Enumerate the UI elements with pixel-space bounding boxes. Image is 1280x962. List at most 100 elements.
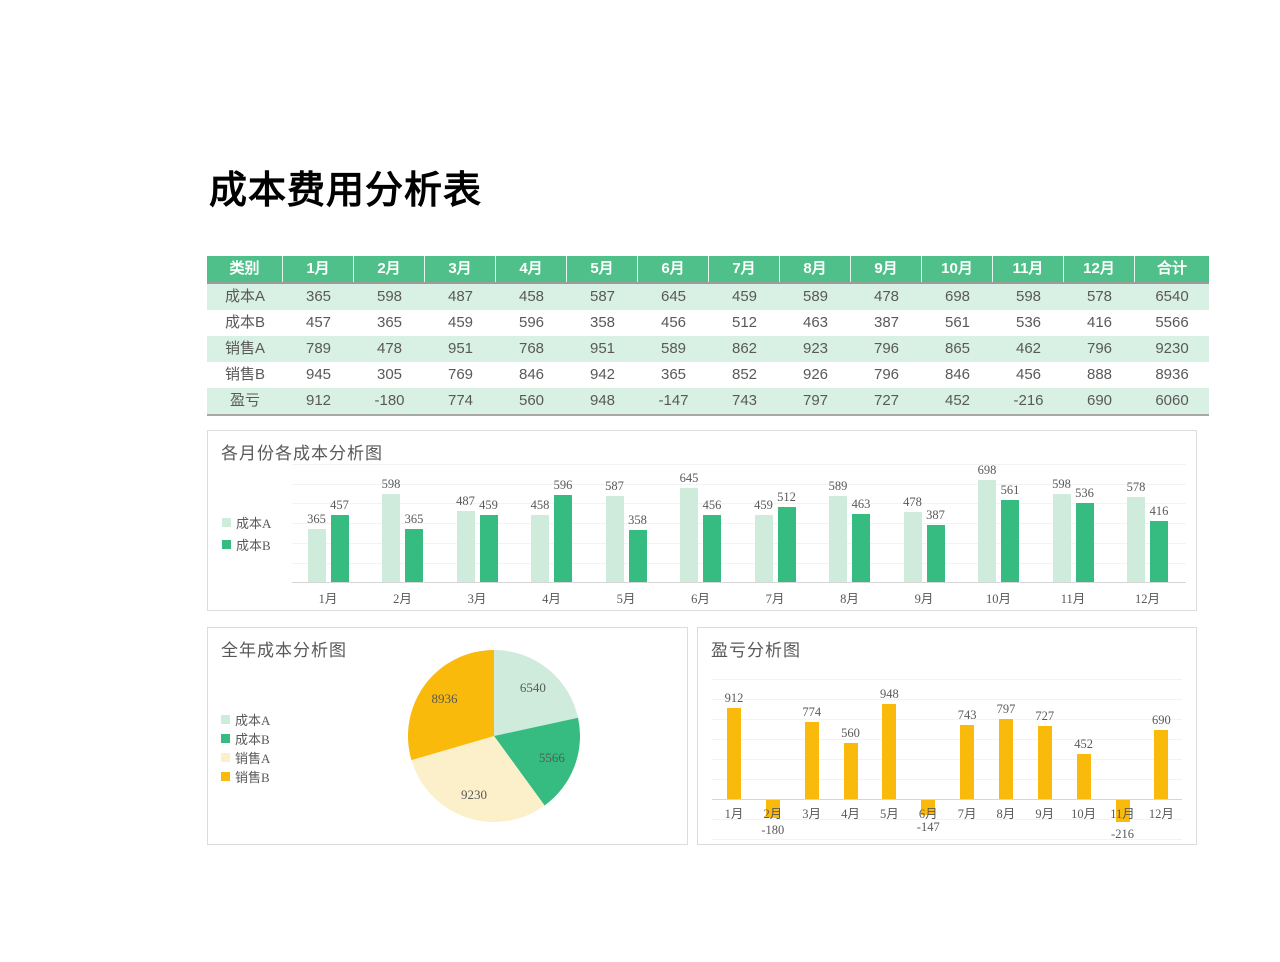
table-cell[interactable]: 888: [1086, 366, 1113, 383]
table-cell[interactable]: -216: [1013, 392, 1044, 409]
legend-item-成本A[interactable]: 成本A: [221, 712, 270, 728]
table-cell[interactable]: 589: [802, 288, 829, 305]
table-header-cell[interactable]: 类别: [207, 256, 283, 282]
profit-loss-chart[interactable]: 盈亏分析图 912 1月 -180 2月 774 3月 560 4月 948 5月 -147 6月 74…: [697, 627, 1197, 845]
table-cell[interactable]: 912: [305, 392, 332, 409]
table-cell[interactable]: 589: [660, 340, 687, 357]
table-cell[interactable]: 769: [447, 366, 474, 383]
table-cell[interactable]: 865: [944, 340, 971, 357]
table-cell[interactable]: 365: [376, 314, 403, 331]
bar-成本A-10月[interactable]: [978, 480, 996, 582]
bar-盈亏-3月[interactable]: [804, 722, 819, 799]
bar-成本A-8月[interactable]: [829, 496, 847, 582]
legend-item-成本A[interactable]: 成本A: [222, 515, 271, 531]
table-header-cell[interactable]: 5月: [567, 256, 638, 282]
table-cell[interactable]: 945: [305, 366, 332, 383]
bar-成本B-11月[interactable]: [1075, 503, 1094, 582]
bar-成本A-11月[interactable]: [1052, 494, 1071, 582]
table-header-cell[interactable]: 合计: [1156, 260, 1187, 277]
bar-成本B-12月[interactable]: [1150, 521, 1168, 582]
table-row-label[interactable]: 成本A: [224, 288, 265, 305]
table-header-cell[interactable]: 11月: [993, 256, 1064, 282]
table-cell[interactable]: 6540: [1155, 288, 1189, 305]
bar-成本A-2月[interactable]: [382, 494, 400, 582]
table-cell[interactable]: 463: [802, 314, 829, 331]
table-header-cell[interactable]: 4月: [496, 256, 567, 282]
table-cell[interactable]: 698: [944, 288, 971, 305]
bar-盈亏-7月[interactable]: [960, 725, 975, 799]
table-cell[interactable]: 743: [731, 392, 758, 409]
legend-item-销售A[interactable]: 销售A: [221, 750, 270, 766]
table-row-label[interactable]: 销售A: [224, 340, 265, 357]
table-cell[interactable]: 365: [660, 366, 687, 383]
table-cell[interactable]: 774: [447, 392, 474, 409]
bar-成本A-4月[interactable]: [531, 515, 549, 582]
bar-成本B-8月[interactable]: [852, 514, 870, 582]
table-cell[interactable]: 796: [873, 366, 900, 383]
bar-成本A-12月[interactable]: [1127, 497, 1145, 582]
pie-slice-成本A[interactable]: [494, 650, 579, 736]
table-cell[interactable]: 458: [518, 288, 545, 305]
table-cell[interactable]: 456: [660, 314, 687, 331]
bar-成本B-5月[interactable]: [628, 530, 647, 582]
pie-slice-成本B[interactable]: [494, 717, 580, 806]
table-cell[interactable]: 587: [589, 288, 616, 305]
table-cell[interactable]: 536: [1015, 314, 1042, 331]
bar-成本A-3月[interactable]: [456, 511, 475, 582]
table-cell[interactable]: 846: [944, 366, 971, 383]
table-cell[interactable]: 598: [1015, 288, 1042, 305]
table-header-cell[interactable]: 2月: [354, 256, 425, 282]
bar-成本A-9月[interactable]: [903, 512, 922, 582]
bar-成本B-10月[interactable]: [1001, 500, 1019, 582]
table-cell[interactable]: 598: [376, 288, 403, 305]
table-header-cell[interactable]: 1月: [283, 256, 354, 282]
table-cell[interactable]: 457: [305, 314, 332, 331]
table-cell[interactable]: 948: [589, 392, 616, 409]
table-cell[interactable]: 926: [802, 366, 829, 383]
annual-cost-pie-chart[interactable]: 全年成本分析图 成本A 成本B 销售A 销售B 6540 5566 9230 8936: [207, 627, 688, 845]
monthly-cost-chart[interactable]: 各月份各成本分析图 成本A 成本B 365 457 1月 598 365 2月 487 459 3…: [207, 430, 1197, 611]
table-row-label[interactable]: 销售B: [224, 366, 265, 383]
table-cell[interactable]: 358: [589, 314, 616, 331]
table-cell[interactable]: 8936: [1155, 366, 1189, 383]
table-header-cell[interactable]: 12月: [1064, 256, 1135, 282]
table-cell[interactable]: 452: [944, 392, 971, 409]
bar-成本A-6月[interactable]: [680, 488, 698, 582]
bar-成本B-9月[interactable]: [926, 525, 945, 582]
table-cell[interactable]: 305: [376, 366, 403, 383]
bar-盈亏-6月[interactable]: [921, 800, 936, 815]
table-cell[interactable]: 789: [305, 340, 332, 357]
legend-item-成本B[interactable]: 成本B: [221, 731, 270, 747]
table-cell[interactable]: 923: [802, 340, 829, 357]
table-cell[interactable]: -180: [374, 392, 405, 409]
table-cell[interactable]: 852: [731, 366, 758, 383]
table-cell[interactable]: 560: [518, 392, 545, 409]
bar-成本B-2月[interactable]: [405, 529, 423, 582]
bar-盈亏-11月[interactable]: [1115, 800, 1130, 822]
table-header-cell[interactable]: 8月: [780, 256, 851, 282]
legend-item-销售B[interactable]: 销售B: [221, 769, 270, 785]
table-cell[interactable]: 951: [447, 340, 474, 357]
legend-item-成本B[interactable]: 成本B: [222, 537, 271, 553]
table-cell[interactable]: 942: [589, 366, 616, 383]
table-cell[interactable]: 797: [802, 392, 829, 409]
bar-成本B-6月[interactable]: [703, 515, 721, 582]
bar-成本A-1月[interactable]: [307, 529, 326, 582]
table-cell[interactable]: 478: [873, 288, 900, 305]
table-cell[interactable]: 768: [518, 340, 545, 357]
table-cell[interactable]: 387: [873, 314, 900, 331]
bar-盈亏-4月[interactable]: [843, 743, 858, 799]
table-header-cell[interactable]: 7月: [709, 256, 780, 282]
pie-slice-销售B[interactable]: [408, 650, 494, 761]
bar-成本A-5月[interactable]: [605, 496, 624, 582]
table-row-label[interactable]: 成本B: [224, 314, 265, 331]
bar-盈亏-2月[interactable]: [765, 800, 780, 818]
table-cell[interactable]: 862: [731, 340, 758, 357]
bar-盈亏-10月[interactable]: [1076, 754, 1091, 799]
bar-成本A-7月[interactable]: [754, 515, 773, 582]
table-cell[interactable]: 365: [305, 288, 332, 305]
pie-slice-销售A[interactable]: [411, 736, 545, 822]
table-header-cell[interactable]: 3月: [425, 256, 496, 282]
table-cell[interactable]: 596: [518, 314, 545, 331]
table-cell[interactable]: 6060: [1155, 392, 1189, 409]
